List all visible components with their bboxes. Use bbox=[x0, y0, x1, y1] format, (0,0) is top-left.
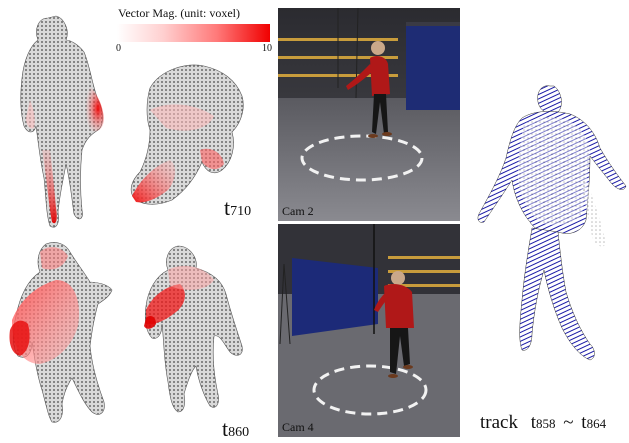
time-label-t710-base: t bbox=[224, 195, 231, 220]
cam2-scene bbox=[278, 8, 460, 221]
cam2-label: Cam 2 bbox=[282, 204, 314, 218]
cam2-photo: Cam 2 bbox=[278, 8, 460, 221]
track-label-start-base: t bbox=[530, 412, 537, 433]
legend-title: Vector Mag. (unit: voxel) bbox=[118, 6, 240, 20]
legend-min-label: 0 bbox=[116, 43, 121, 54]
voxel-flow-panel: Vector Mag. (unit: voxel) 0 10 t710 t860 bbox=[0, 0, 277, 441]
voxel-figure-t710-front bbox=[20, 15, 104, 228]
track-label-separator: ~ bbox=[563, 412, 574, 433]
voxel-figures bbox=[9, 15, 244, 423]
time-label-t860-base: t bbox=[222, 416, 229, 441]
track-label-start-sub: 858 bbox=[536, 416, 556, 431]
track-panel: track t858 ~ t864 bbox=[462, 0, 629, 438]
voxel-figure-t860-back bbox=[144, 245, 243, 413]
track-label-prefix: track bbox=[480, 412, 518, 433]
track-body bbox=[477, 85, 627, 361]
legend-color-bar bbox=[117, 24, 270, 42]
cam4-scene bbox=[278, 224, 460, 437]
time-label-t860: t860 bbox=[222, 416, 249, 442]
cam4-photo: Cam 4 bbox=[278, 224, 460, 437]
track-figure bbox=[477, 85, 627, 361]
voxel-figure-t860-side bbox=[9, 242, 113, 423]
cam4-label: Cam 4 bbox=[282, 420, 314, 434]
track-label-end-base: t bbox=[581, 412, 587, 433]
time-label-t860-sub: 860 bbox=[228, 425, 250, 440]
time-label-t710: t710 bbox=[224, 195, 251, 221]
legend-max-label: 10 bbox=[262, 43, 272, 54]
track-label: track t858 ~ t864 bbox=[480, 412, 606, 434]
track-label-end-sub: 864 bbox=[586, 416, 607, 431]
time-label-t710-sub: 710 bbox=[230, 204, 252, 219]
voxel-figure-t710-top bbox=[130, 64, 244, 205]
